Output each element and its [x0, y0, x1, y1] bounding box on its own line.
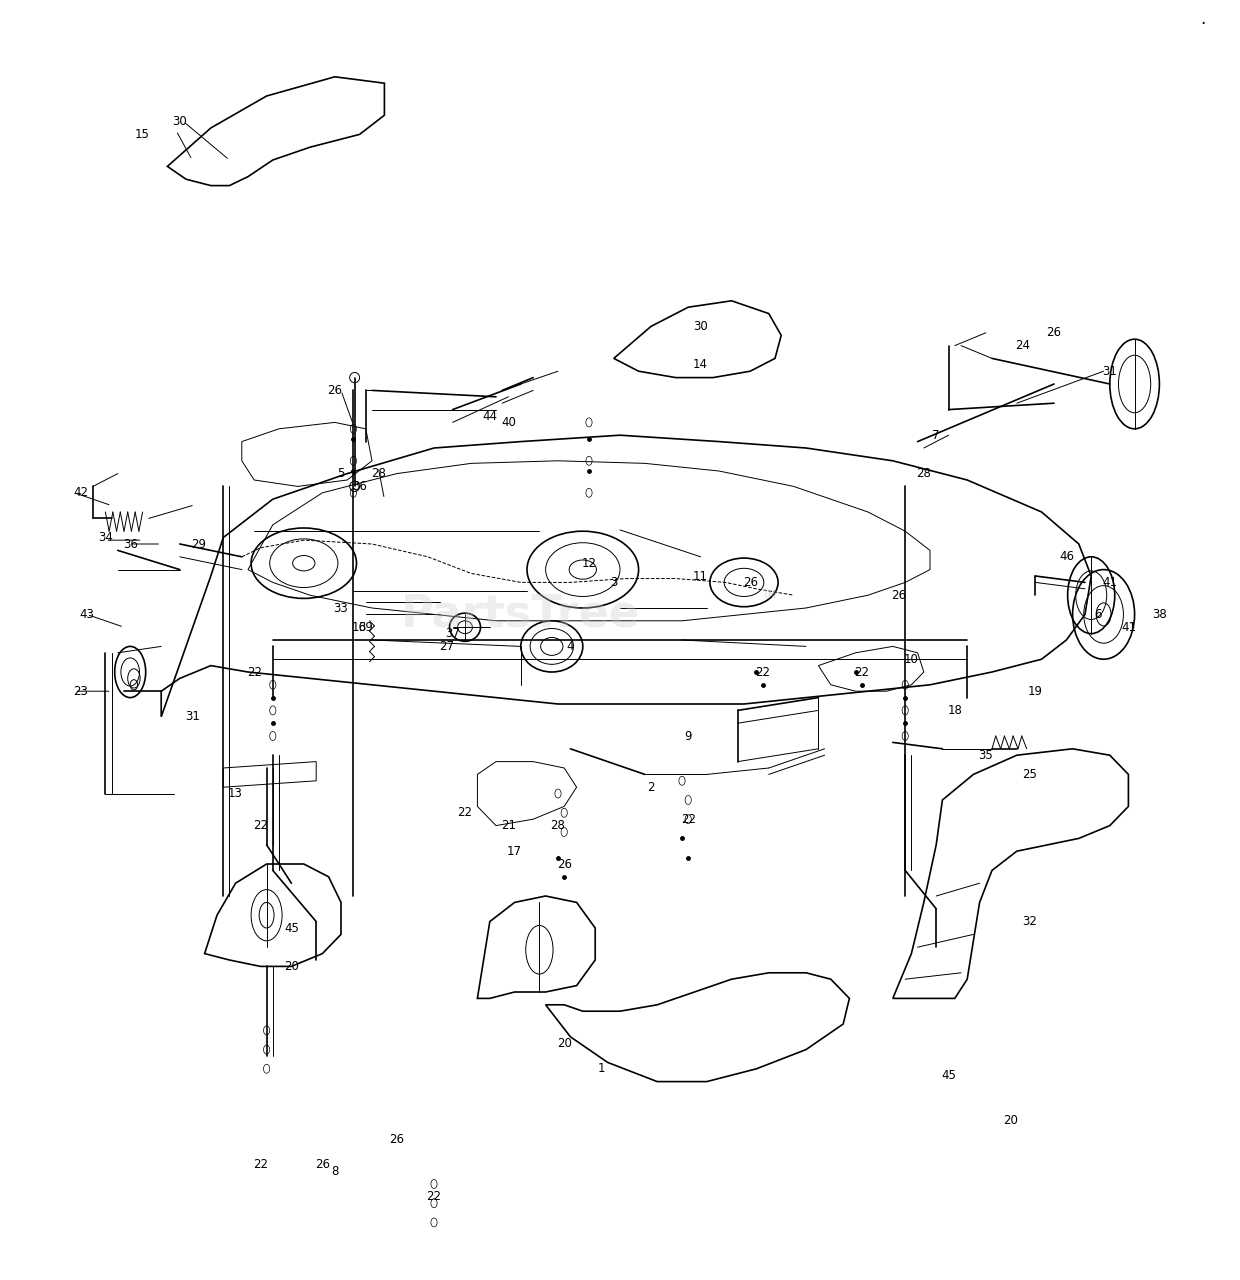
- Text: 9: 9: [684, 730, 692, 742]
- Text: 28: 28: [916, 467, 931, 480]
- Text: 22: 22: [247, 666, 262, 678]
- Text: 26: 26: [1047, 326, 1061, 339]
- Text: 32: 32: [1022, 915, 1037, 928]
- Text: 11: 11: [693, 570, 708, 582]
- Text: 10: 10: [904, 653, 919, 666]
- Text: 35: 35: [978, 749, 993, 762]
- Text: 22: 22: [253, 819, 268, 832]
- Text: 26: 26: [743, 576, 758, 589]
- Text: 20: 20: [284, 960, 299, 973]
- Text: 26: 26: [315, 1158, 330, 1171]
- Text: 44: 44: [482, 410, 497, 422]
- Text: 16: 16: [352, 621, 367, 634]
- Text: 20: 20: [557, 1037, 572, 1050]
- Text: 26: 26: [327, 384, 342, 397]
- Text: 22: 22: [755, 666, 770, 678]
- Text: 15: 15: [135, 128, 150, 141]
- Text: 22: 22: [458, 806, 472, 819]
- Text: 24: 24: [1016, 339, 1030, 352]
- Text: 38: 38: [1152, 608, 1167, 621]
- Text: 20: 20: [1003, 1114, 1018, 1126]
- Text: 19: 19: [1028, 685, 1043, 698]
- Text: 2: 2: [647, 781, 655, 794]
- Text: 29: 29: [191, 538, 206, 550]
- Text: 25: 25: [1022, 768, 1037, 781]
- Text: 30: 30: [693, 320, 708, 333]
- Text: 1: 1: [598, 1062, 605, 1075]
- Text: 31: 31: [1102, 365, 1117, 378]
- Text: 46: 46: [1059, 550, 1074, 563]
- Text: 39: 39: [358, 621, 373, 634]
- Text: 28: 28: [371, 467, 386, 480]
- Text: 23: 23: [73, 685, 88, 698]
- Text: 43: 43: [79, 608, 94, 621]
- Text: 4: 4: [567, 640, 574, 653]
- Text: 22: 22: [681, 813, 696, 826]
- Text: 22: 22: [854, 666, 869, 678]
- Text: 26: 26: [892, 589, 906, 602]
- Text: 21: 21: [501, 819, 516, 832]
- Text: 33: 33: [334, 602, 348, 614]
- Text: 36: 36: [123, 538, 138, 550]
- Text: 30: 30: [172, 115, 187, 128]
- Text: 28: 28: [551, 819, 565, 832]
- Text: 41: 41: [1102, 576, 1117, 589]
- Text: 27: 27: [439, 640, 454, 653]
- Text: 8: 8: [331, 1165, 339, 1178]
- Text: .: .: [1200, 10, 1205, 28]
- Text: 41: 41: [1121, 621, 1136, 634]
- Text: 3: 3: [610, 576, 618, 589]
- Text: 22: 22: [253, 1158, 268, 1171]
- Text: 37: 37: [445, 627, 460, 640]
- Text: 5: 5: [337, 467, 345, 480]
- Text: 45: 45: [284, 922, 299, 934]
- Text: PartsTree: PartsTree: [402, 593, 640, 636]
- Text: 26: 26: [389, 1133, 404, 1146]
- Text: 18: 18: [947, 704, 962, 717]
- Text: 26: 26: [557, 858, 572, 870]
- Text: 45: 45: [941, 1069, 956, 1082]
- Text: 17: 17: [507, 845, 522, 858]
- Text: 12: 12: [582, 557, 596, 570]
- Text: 42: 42: [73, 486, 88, 499]
- Text: 34: 34: [98, 531, 113, 544]
- Text: 31: 31: [185, 710, 200, 723]
- Text: 13: 13: [228, 787, 243, 800]
- Text: TM: TM: [761, 590, 776, 600]
- Text: 40: 40: [501, 416, 516, 429]
- Text: 6: 6: [1094, 608, 1101, 621]
- Text: 22: 22: [427, 1190, 441, 1203]
- Text: 36: 36: [352, 480, 367, 493]
- Text: 7: 7: [932, 429, 940, 442]
- Text: 14: 14: [693, 358, 708, 371]
